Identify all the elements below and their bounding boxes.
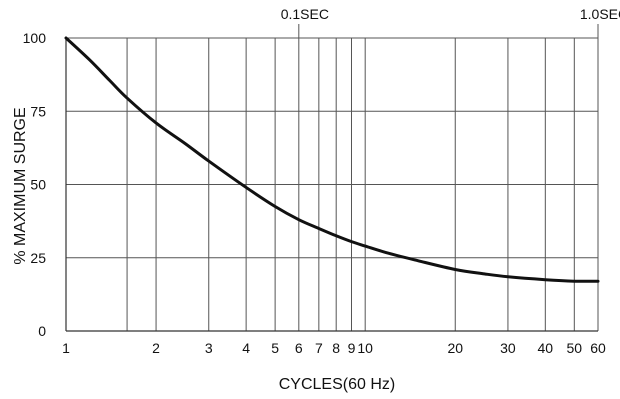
y-tick-label: 100	[23, 30, 47, 46]
tick-label-layer: 1 2 3 4 5 6 7 8 9 10 20 30 40 50 60 0 25 50 75 100 0.1SEC 1.0…	[23, 6, 620, 356]
y-tick-label: 25	[30, 250, 46, 266]
surge-curve-line	[64, 36, 600, 283]
y-axis-title: % MAXIMUM SURGE	[12, 107, 29, 264]
x-tick-label: 20	[447, 340, 463, 356]
x-tick-label: 3	[205, 340, 213, 356]
x-tick-label: 2	[152, 340, 160, 356]
x-tick-label: 7	[315, 340, 323, 356]
x-tick-label: 4	[242, 340, 250, 356]
x-tick-label: 1	[62, 340, 70, 356]
x-tick-label: 10	[357, 340, 373, 356]
x-tick-label: 60	[590, 340, 606, 356]
x-tick-label: 40	[538, 340, 554, 356]
top-annotation-label: 0.1SEC	[281, 6, 329, 22]
grid-layer	[65, 24, 599, 332]
y-tick-label: 0	[38, 323, 46, 339]
x-tick-label: 50	[567, 340, 583, 356]
x-tick-label: 8	[332, 340, 340, 356]
y-tick-label: 50	[30, 177, 46, 193]
series-layer	[64, 36, 600, 283]
x-axis-title: CYCLES(60 Hz)	[279, 376, 395, 393]
x-tick-label: 30	[500, 340, 516, 356]
x-tick-label: 9	[348, 340, 356, 356]
x-tick-label: 5	[271, 340, 279, 356]
y-tick-label: 75	[30, 103, 46, 119]
x-tick-label: 6	[295, 340, 303, 356]
